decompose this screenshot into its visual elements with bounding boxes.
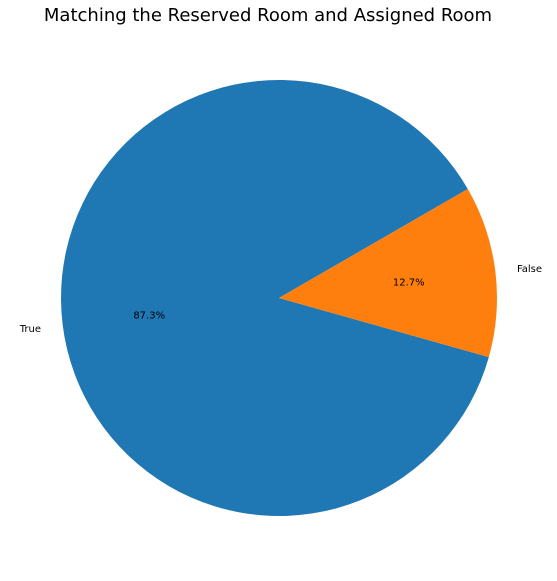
pie-slice-false	[279, 189, 497, 358]
pie-slices	[60, 79, 497, 516]
slice-label-true: True	[19, 324, 41, 335]
slice-label-false: False	[517, 264, 542, 275]
slice-percent-true: 87.3%	[133, 310, 165, 321]
chart-title: Matching the Reserved Room and Assigned …	[44, 5, 492, 26]
pie-slice-true	[60, 79, 489, 516]
slice-percent-false: 12.7%	[393, 278, 425, 289]
pie-labels: True 87.3% False 12.7%	[19, 264, 542, 335]
